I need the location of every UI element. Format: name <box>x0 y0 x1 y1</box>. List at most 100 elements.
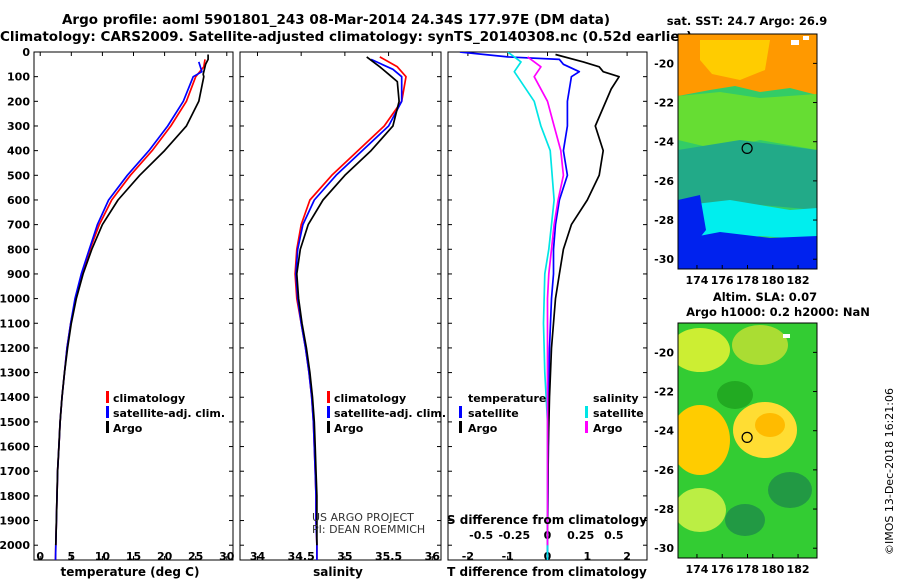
map-x-tick-label: 176 <box>711 563 734 576</box>
sst-cyan-band <box>678 200 817 244</box>
sst-mid-band <box>678 92 817 150</box>
legend-swatch-t-argo <box>459 421 462 433</box>
map-x-tick-label: 180 <box>761 563 784 576</box>
x-tick-label: 35.5 <box>375 550 402 563</box>
legend-salinity-title: salinity <box>593 392 639 405</box>
series-line-argo <box>54 54 209 546</box>
series-line-climatology <box>294 56 407 560</box>
temperature-panel: 0 5 10 15 20 25 30 temperature (deg C) climato… <box>33 51 235 579</box>
legend-satellite: satellite-adj. clim. <box>113 407 225 420</box>
sla-low <box>725 504 765 536</box>
difference-legend: temperature satellite Argo salinity sate… <box>459 392 644 435</box>
map-x-tick-label: 174 <box>685 563 708 576</box>
map-y-tick-label: -28 <box>654 214 674 227</box>
legend-swatch-argo <box>327 421 330 433</box>
salinity-lines <box>294 56 407 560</box>
sla-map-field <box>678 323 817 558</box>
sst-map-ticks: 174 176 178 180 182 -20 -22 -24 -26 -28 -30 <box>654 57 817 287</box>
salinity-panel: 34 34.5 35 35.5 36 salinity climatology sate… <box>239 51 446 579</box>
x-tick-label: 36 <box>425 550 441 563</box>
x2-tick-label: -0.25 <box>498 529 530 542</box>
difference-lines <box>459 52 620 560</box>
imos-credit: ©IMOS 13-Dec-2018 16:21:06 <box>883 388 896 555</box>
map-x-tick-label: 178 <box>736 274 759 287</box>
s-difference-xlabel: S difference from climatology <box>447 513 647 527</box>
series-line-argo <box>295 56 400 546</box>
x2-tick-label: -0.5 <box>469 529 493 542</box>
plot-title-line2: Climatology: CARS2009. Satellite-adjuste… <box>0 29 693 45</box>
land-island <box>803 36 809 40</box>
legend-swatch-s-argo <box>585 421 588 433</box>
legend-swatch-s-satellite <box>585 406 588 418</box>
series-line-s-argo <box>527 56 565 546</box>
legend-s-argo: Argo <box>593 422 623 435</box>
pressure-tick-label: 100 <box>7 71 30 84</box>
map-x-tick-label: 182 <box>787 274 810 287</box>
map-x-tick-label: 176 <box>711 274 734 287</box>
pressure-tick-label: 1500 <box>0 416 30 429</box>
legend-swatch-climatology <box>106 391 109 403</box>
sst-warm-core <box>700 40 770 80</box>
legend-t-satellite: satellite <box>468 407 519 420</box>
legend-argo: Argo <box>334 422 364 435</box>
map-x-tick-label: 180 <box>761 274 784 287</box>
t-difference-xlabel: T difference from climatology <box>447 565 647 579</box>
sst-cold-patch <box>678 195 706 252</box>
pressure-tick-label: 300 <box>7 120 30 133</box>
map-y-tick-label: -24 <box>654 425 674 438</box>
sst-map-title: sat. SST: 24.7 Argo: 26.9 <box>667 14 827 28</box>
legend-climatology: climatology <box>113 392 185 405</box>
sla-low <box>768 472 812 508</box>
legend-climatology: climatology <box>334 392 406 405</box>
x-tick-label: 20 <box>157 550 173 563</box>
pressure-tick-label: 800 <box>7 243 30 256</box>
series-line-t-argo <box>546 53 620 546</box>
map-x-tick-label: 182 <box>787 563 810 576</box>
x2-tick-label: 0.5 <box>604 529 624 542</box>
land-island <box>791 40 799 45</box>
pressure-tick-label: 900 <box>7 268 30 281</box>
plot-title-line1: Argo profile: aoml 5901801_243 08-Mar-20… <box>61 12 610 28</box>
x-tick-label: 25 <box>188 550 203 563</box>
pressure-tick-label: 1800 <box>0 490 30 503</box>
x-tick-label: 35 <box>337 550 352 563</box>
map-x-tick-label: 174 <box>685 274 708 287</box>
pressure-tick-label: 1900 <box>0 515 30 528</box>
pressure-tick-label: 1200 <box>0 342 30 355</box>
pressure-tick-label: 400 <box>7 145 30 158</box>
map-x-tick-label: 178 <box>736 563 759 576</box>
pressure-tick-label: 1700 <box>0 465 30 478</box>
sla-map-subtitle: Argo h1000: 0.2 h2000: NaN <box>686 305 870 319</box>
legend-swatch-satellite <box>106 406 109 418</box>
sla-map-panel: Altim. SLA: 0.07 Argo h1000: 0.2 h2000: … <box>654 290 870 576</box>
map-y-tick-label: -22 <box>654 97 674 110</box>
pressure-tick-label: 600 <box>7 194 30 207</box>
map-y-tick-label: -26 <box>654 175 674 188</box>
project-credit: US ARGO PROJECT <box>312 511 414 524</box>
x-tick-label: 1 <box>583 550 591 563</box>
pressure-tick-label: 1600 <box>0 441 30 454</box>
argo-float-marker <box>741 142 753 154</box>
legend-swatch-satellite <box>327 406 330 418</box>
pressure-tick-label: 1400 <box>0 391 30 404</box>
sla-anomaly <box>678 405 730 475</box>
pressure-tick-label: 1100 <box>0 317 30 330</box>
legend-t-argo: Argo <box>468 422 498 435</box>
x-tick-label: -2 <box>462 550 474 563</box>
sst-cold-region <box>678 232 817 269</box>
pressure-tick-label: 500 <box>7 169 30 182</box>
map-y-tick-label: -30 <box>654 253 674 266</box>
series-line-t-satellite <box>459 52 581 560</box>
difference-ticks: -2 -1 0 1 2-0.5 -0.25 0 0.25 0.5 <box>448 51 647 563</box>
map-y-tick-label: -22 <box>654 386 674 399</box>
legend-s-satellite: satellite <box>593 407 644 420</box>
pressure-tick-label: 1000 <box>0 293 30 306</box>
x-tick-label: 10 <box>95 550 111 563</box>
sst-cool-band <box>678 140 817 212</box>
argo-float-marker <box>741 431 753 443</box>
sla-low <box>717 381 753 409</box>
sla-anomaly <box>678 488 726 532</box>
pressure-tick-label: 1300 <box>0 367 30 380</box>
map-y-tick-label: -20 <box>654 57 674 70</box>
